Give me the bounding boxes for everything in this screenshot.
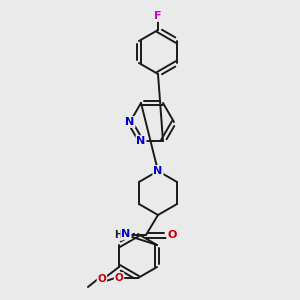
Text: N: N	[125, 117, 135, 127]
Text: H: H	[114, 230, 122, 240]
Text: N: N	[122, 229, 130, 239]
Text: O: O	[167, 230, 177, 240]
Text: F: F	[154, 11, 162, 21]
Text: O: O	[115, 273, 123, 283]
Text: N: N	[153, 166, 163, 176]
Text: N: N	[136, 136, 146, 146]
Text: O: O	[98, 274, 106, 284]
